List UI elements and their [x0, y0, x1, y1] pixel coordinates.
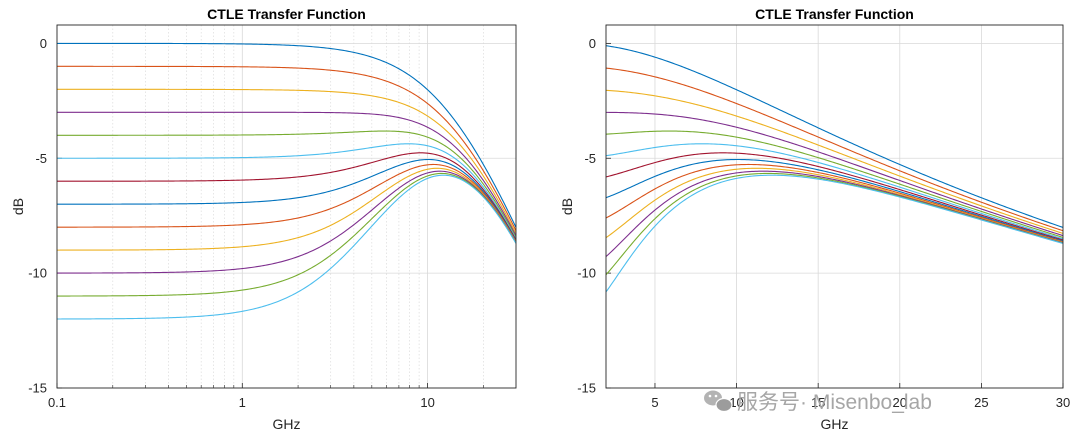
- y-axis-label: dB: [10, 198, 26, 215]
- y-tick-label: -15: [577, 381, 596, 396]
- y-tick-label: 0: [589, 36, 596, 51]
- chart-log-frequency: 0.1 1 10 0 -5 -10 -15 CTLE Transfer Function GHz…: [10, 6, 517, 432]
- y-tick-label: -15: [28, 381, 47, 396]
- series-line: [606, 130, 1063, 238]
- axes-box: [605, 24, 1064, 389]
- series-line: [57, 152, 516, 241]
- x-tick-label: 25: [974, 395, 988, 410]
- chart-title: CTLE Transfer Function: [207, 6, 366, 22]
- axes-box: [56, 24, 517, 389]
- y-tick-label: -5: [584, 151, 596, 166]
- y-tick-label: -5: [35, 151, 47, 166]
- watermark-text: 服务号· Misenbo_lab: [737, 391, 932, 414]
- series-line: [57, 130, 516, 238]
- series-line: [57, 88, 516, 234]
- series-line: [606, 89, 1063, 234]
- series-line: [57, 158, 516, 242]
- series-line: [606, 174, 1063, 293]
- series-line: [57, 163, 516, 242]
- series-line: [606, 45, 1063, 228]
- x-tick-label: 30: [1056, 395, 1070, 410]
- series-line: [57, 65, 516, 231]
- series-line: [57, 143, 516, 240]
- y-axis-label: dB: [559, 198, 575, 215]
- plot-area: [606, 25, 1063, 388]
- x-tick-label: 10: [420, 395, 434, 410]
- y-tick-label: -10: [28, 266, 47, 281]
- series-line: [606, 152, 1063, 241]
- series-line: [57, 172, 516, 297]
- x-tick-label: 1: [239, 395, 246, 410]
- series-line: [57, 167, 516, 251]
- series-line: [606, 167, 1063, 243]
- x-tick-label: 5: [651, 395, 658, 410]
- x-tick-label: 20: [893, 395, 907, 410]
- series-line: [606, 158, 1063, 242]
- x-tick-label: 0.1: [48, 395, 66, 410]
- watermark: 服务号· Misenbo_lab: [704, 390, 932, 414]
- series-line: [57, 111, 516, 236]
- series-group: [57, 42, 516, 320]
- series-group: [606, 45, 1063, 293]
- chart-title: CTLE Transfer Function: [755, 6, 914, 22]
- series-line: [57, 170, 516, 274]
- y-tick-label: -10: [577, 266, 596, 281]
- plot-area: [57, 25, 516, 388]
- wechat-icon: [704, 390, 733, 413]
- x-axis-label: GHz: [821, 416, 849, 432]
- x-axis-label: GHz: [273, 416, 301, 432]
- chart-linear-frequency: 5 10 15 20 25 30 0 -5 -10 -15 CTLE Transfer Functi…: [559, 6, 1070, 432]
- series-line: [606, 67, 1063, 232]
- y-tick-label: 0: [40, 36, 47, 51]
- series-line: [57, 174, 516, 320]
- x-tick-label: 15: [811, 395, 825, 410]
- series-line: [606, 163, 1063, 243]
- series-line: [606, 111, 1063, 237]
- x-tick-label: 10: [729, 395, 743, 410]
- series-line: [606, 143, 1063, 240]
- series-line: [57, 42, 516, 228]
